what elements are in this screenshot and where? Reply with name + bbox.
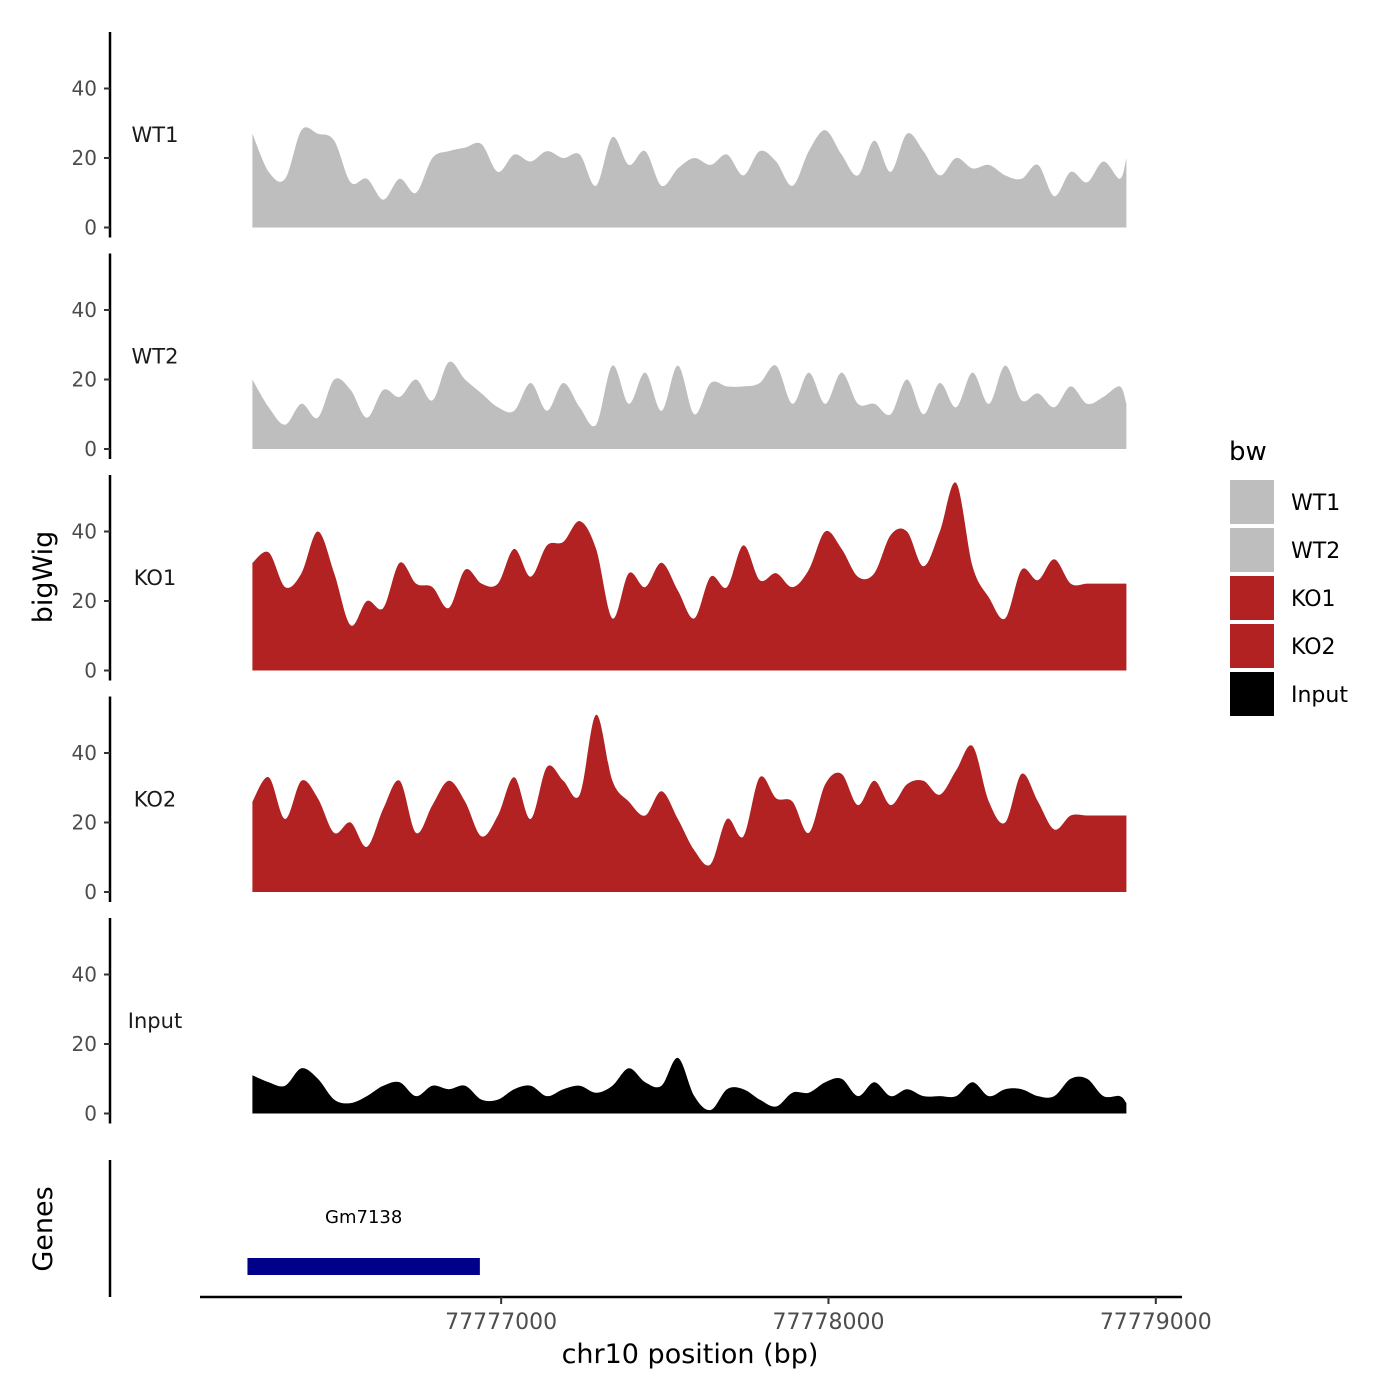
legend-label: WT2 (1291, 539, 1340, 564)
y-tick-label: 40 (72, 963, 97, 987)
legend-key-wt1 (1230, 480, 1274, 524)
legend-label: WT1 (1291, 491, 1340, 516)
legend-key-ko2 (1230, 624, 1274, 668)
track-label: Input (128, 1009, 182, 1033)
y-tick-label: 20 (72, 146, 97, 170)
y-tick-label: 40 (72, 520, 97, 544)
y-tick-label: 0 (84, 437, 97, 461)
y-tick-label: 0 (84, 1102, 97, 1126)
track-label: KO2 (134, 788, 177, 812)
track-area-ko2 (252, 714, 1127, 892)
track-label: WT2 (132, 345, 179, 369)
track-panel-wt2: 0 20 40 WT2 (72, 253, 1127, 461)
track-area-input (252, 1057, 1127, 1114)
track-panel-wt1: 0 20 40 WT1 (72, 32, 1127, 240)
y-tick-label: 40 (72, 77, 97, 101)
y-tick-label: 0 (84, 659, 97, 683)
legend-key-ko1 (1230, 576, 1274, 620)
track-area-wt1 (252, 127, 1127, 228)
track-area-wt2 (252, 361, 1127, 449)
y-tick-label: 20 (72, 1032, 97, 1056)
gene-gm7138 (247, 1258, 480, 1275)
legend-label: Input (1291, 683, 1348, 708)
track-panels: 0 20 40 WT1 0 20 40 WT2 0 20 40 KO1 0 20 40 KO2 0 20 40 Inp… (72, 32, 1127, 1126)
y-tick-label: 20 (72, 589, 97, 613)
legend-title: bw (1229, 437, 1267, 467)
legend: bw WT1 WT2 KO1 KO2 Input (1229, 437, 1348, 716)
y-tick-label: 0 (84, 216, 97, 240)
legend-key-input (1230, 672, 1274, 716)
legend-label: KO2 (1291, 635, 1336, 660)
y-tick-label: 40 (72, 298, 97, 322)
legend-key-wt2 (1230, 528, 1274, 572)
x-tick-label: 77778000 (772, 1310, 884, 1335)
track-label: WT1 (132, 123, 179, 147)
track-label: KO1 (134, 566, 177, 590)
y-tick-label: 20 (72, 811, 97, 835)
y-tick-label: 0 (84, 880, 97, 904)
x-axis-label: chr10 position (bp) (562, 1339, 819, 1370)
x-tick-label: 77779000 (1100, 1310, 1212, 1335)
gene-label: Gm7138 (325, 1207, 402, 1228)
genes-axis-label: Genes (28, 1186, 59, 1271)
track-panel-ko1: 0 20 40 KO1 (72, 475, 1127, 683)
x-tick-label: 77777000 (445, 1310, 557, 1335)
genes-panel: Gm7138 (108, 1160, 480, 1297)
y-tick-label: 20 (72, 368, 97, 392)
x-axis: 77777000 77778000 77779000 (200, 1295, 1212, 1335)
track-panel-input: 0 20 40 Input (72, 918, 1127, 1126)
legend-label: KO1 (1291, 587, 1336, 612)
track-area-ko1 (252, 482, 1127, 671)
track-panel-ko2: 0 20 40 KO2 (72, 696, 1127, 904)
y-axis-label: bigWig (28, 531, 59, 624)
y-tick-label: 40 (72, 741, 97, 765)
